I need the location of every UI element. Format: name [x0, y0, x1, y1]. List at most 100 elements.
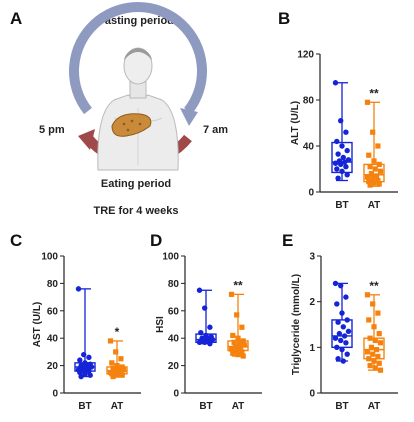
data-point	[77, 357, 83, 363]
data-point	[120, 367, 127, 373]
data-point	[367, 164, 373, 170]
y-tick-label: 2	[309, 297, 315, 308]
box-bt	[74, 286, 96, 380]
data-point	[110, 365, 116, 371]
y-axis-label: ALT (U/L)	[290, 101, 301, 145]
data-point	[377, 168, 384, 174]
y-tick-label: 3	[309, 252, 315, 263]
data-point	[75, 286, 82, 292]
data-point	[340, 324, 346, 330]
data-point	[335, 175, 341, 181]
data-point	[368, 171, 374, 177]
y-tick-label: 100	[162, 252, 179, 263]
data-point	[371, 358, 377, 364]
significance-marker: *	[115, 325, 120, 339]
data-point	[376, 331, 382, 337]
eating-arrowhead	[78, 129, 95, 150]
data-point	[339, 168, 345, 174]
data-point	[332, 160, 339, 166]
panel-b: B 0 40 80 120 ALT (U/L) BT AT **	[278, 9, 398, 211]
data-point	[367, 335, 373, 341]
data-point	[113, 369, 119, 376]
data-point	[343, 129, 349, 135]
y-axis-label: HSI	[155, 316, 166, 333]
significance-marker: **	[369, 279, 379, 293]
data-point	[238, 345, 244, 351]
y-tick-label: 60	[47, 306, 59, 317]
data-point	[367, 363, 373, 369]
significance-marker: **	[233, 278, 243, 292]
data-point	[202, 305, 208, 311]
data-point	[114, 363, 120, 369]
time-7am-label: 7 am	[203, 124, 228, 136]
data-point	[364, 99, 371, 105]
data-point	[376, 161, 382, 167]
data-point	[240, 338, 246, 344]
data-point	[77, 369, 83, 376]
data-point	[366, 317, 372, 323]
data-point	[202, 339, 208, 346]
data-point	[109, 360, 115, 366]
data-point	[345, 328, 352, 335]
data-point	[241, 342, 248, 348]
data-point	[230, 332, 236, 339]
panel-a: A Fasting period 5 pm 7 am Eating period…	[10, 2, 228, 217]
data-point	[335, 151, 341, 157]
data-point	[228, 291, 235, 297]
data-point	[338, 337, 344, 344]
x-tick-label: AT	[368, 200, 381, 211]
data-point	[236, 341, 242, 347]
data-point	[196, 287, 203, 293]
data-point	[366, 356, 372, 362]
data-point	[338, 118, 344, 124]
human-torso-icon	[97, 47, 179, 171]
data-point	[110, 373, 116, 380]
data-point	[114, 372, 120, 378]
data-point	[371, 324, 377, 330]
y-tick-label: 40	[303, 142, 315, 153]
x-tick-label: BT	[335, 200, 348, 211]
y-tick-label: 20	[168, 361, 180, 372]
data-point	[334, 344, 340, 351]
data-point	[374, 347, 380, 353]
data-point	[341, 333, 348, 339]
data-point	[367, 182, 373, 188]
data-point	[345, 157, 352, 163]
data-point	[370, 129, 376, 135]
fasting-period-label: Fasting period	[98, 15, 174, 27]
data-point	[228, 346, 235, 352]
data-point	[339, 346, 345, 353]
data-point	[87, 372, 93, 378]
data-point	[377, 340, 384, 346]
data-point	[370, 175, 376, 181]
data-point	[372, 166, 378, 172]
data-point	[340, 358, 346, 364]
box-at	[363, 99, 385, 188]
y-tick-label: 0	[309, 389, 315, 400]
panel-e: E 0 1 2 3 Triglyceride (mmol/L) BT AT **	[282, 231, 398, 412]
panel-label: E	[282, 231, 293, 250]
y-tick-label: 0	[173, 389, 179, 400]
data-point	[107, 338, 114, 344]
x-tick-label: AT	[232, 401, 245, 412]
panel-a-label: A	[10, 9, 22, 28]
box-at	[227, 291, 249, 359]
data-point	[341, 159, 348, 165]
data-point	[370, 301, 376, 307]
data-point	[364, 174, 371, 180]
data-point	[343, 164, 349, 170]
y-axis-label: Triglyceride (mmol/L)	[291, 274, 302, 375]
data-point	[371, 158, 377, 164]
data-point	[375, 143, 381, 149]
y-tick-label: 0	[308, 188, 314, 199]
data-point	[338, 161, 344, 168]
tre-duration-label: TRE for 4 weeks	[94, 205, 179, 217]
data-point	[119, 364, 125, 370]
data-point	[334, 166, 340, 172]
data-point	[375, 177, 381, 184]
eating-period-label: Eating period	[101, 178, 171, 190]
x-tick-label: BT	[335, 401, 348, 412]
data-point	[372, 337, 378, 344]
data-point	[86, 368, 92, 374]
data-point	[370, 351, 376, 357]
